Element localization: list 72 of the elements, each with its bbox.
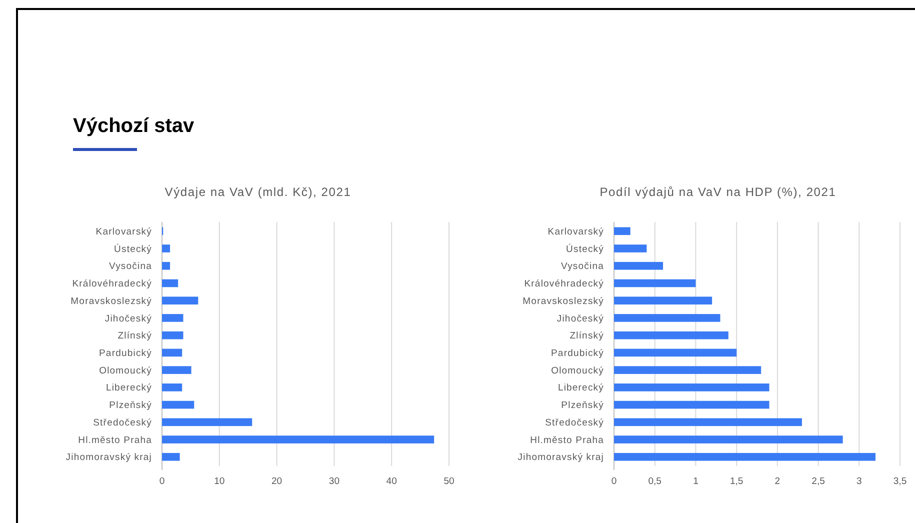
bar <box>614 296 712 304</box>
x-tick-label: 50 <box>444 476 454 487</box>
bar <box>614 436 843 444</box>
y-tick-label: Hl.město Praha <box>530 434 604 446</box>
y-tick-label: Liberecký <box>106 382 152 394</box>
y-tick-label: Karlovarský <box>96 226 152 238</box>
bar <box>614 452 876 461</box>
x-tick-label: 10 <box>214 476 225 487</box>
bar <box>162 436 434 444</box>
y-tick-label: Vysočina <box>561 261 604 272</box>
x-tick-label: 0,5 <box>648 476 662 487</box>
y-tick-label: Jihočeský <box>104 313 152 324</box>
y-tick-label: Vysočina <box>109 261 152 272</box>
x-tick-label: 2,5 <box>812 476 825 487</box>
bar <box>162 366 192 374</box>
y-tick-label: Olomoucký <box>551 365 604 376</box>
bar <box>614 314 720 322</box>
y-tick-label: Jihomoravský kraj <box>66 452 152 464</box>
y-tick-label: Pardubický <box>99 348 152 360</box>
bar <box>614 244 647 252</box>
y-tick-label: Hl.město Praha <box>78 434 152 446</box>
x-tick-label: 3 <box>856 476 862 487</box>
text: Výchozí stav <box>73 115 196 137</box>
x-tick-label: 1,5 <box>730 476 744 487</box>
bar <box>162 331 184 340</box>
bar <box>162 279 178 288</box>
y-tick-label: Jihomoravský kraj <box>518 452 604 464</box>
chart-title: Podíl výdajů na VaV na HDP (%), 2021 <box>600 185 836 199</box>
x-tick-label: 0 <box>611 476 617 487</box>
x-tick-label: 3,5 <box>893 476 907 487</box>
y-tick-label: Ústecký <box>114 242 152 255</box>
bar <box>614 227 630 236</box>
y-tick-label: Královéhradecký <box>524 278 604 290</box>
bar <box>614 418 802 426</box>
bar <box>162 296 198 304</box>
bar <box>162 314 184 322</box>
bar <box>614 348 737 357</box>
y-tick-label: Karlovarský <box>548 226 604 238</box>
bar <box>162 348 182 357</box>
x-tick-label: 1 <box>693 476 698 487</box>
y-tick-label: Plzeňský <box>561 400 604 412</box>
y-tick-label: Zlínský <box>118 330 152 342</box>
y-tick-label: Ústecký <box>566 242 604 255</box>
y-tick-label: Středočeský <box>545 417 604 428</box>
y-tick-label: Zlínský <box>570 330 604 342</box>
y-tick-label: Královéhradecký <box>72 278 152 290</box>
y-tick-label: Pardubický <box>551 348 604 360</box>
bar <box>614 400 770 409</box>
y-tick-label: Plzeňský <box>109 400 152 412</box>
bar <box>162 244 170 252</box>
x-tick-label: 40 <box>386 476 397 487</box>
bar <box>162 400 194 409</box>
chart-title: Výdaje na VaV (mld. Kč), 2021 <box>164 185 352 199</box>
bar <box>162 452 180 461</box>
y-tick-label: Moravskoslezský <box>522 296 604 307</box>
bar <box>162 384 182 392</box>
y-tick-label: Moravskoslezský <box>70 296 152 307</box>
x-tick-label: 20 <box>272 476 282 487</box>
bar <box>162 262 170 270</box>
bar <box>614 279 696 288</box>
y-tick-label: Olomoucký <box>99 365 152 376</box>
bar <box>614 366 762 374</box>
x-tick-label: 0 <box>159 476 165 487</box>
bar <box>614 331 728 340</box>
bar <box>614 262 664 270</box>
bar <box>614 384 770 392</box>
bar <box>162 418 252 426</box>
y-tick-label: Jihočeský <box>556 313 604 324</box>
x-tick-label: 30 <box>328 476 340 487</box>
y-tick-label: Středočeský <box>93 417 152 428</box>
x-tick-label: 2 <box>774 476 780 487</box>
y-tick-label: Liberecký <box>558 382 604 394</box>
